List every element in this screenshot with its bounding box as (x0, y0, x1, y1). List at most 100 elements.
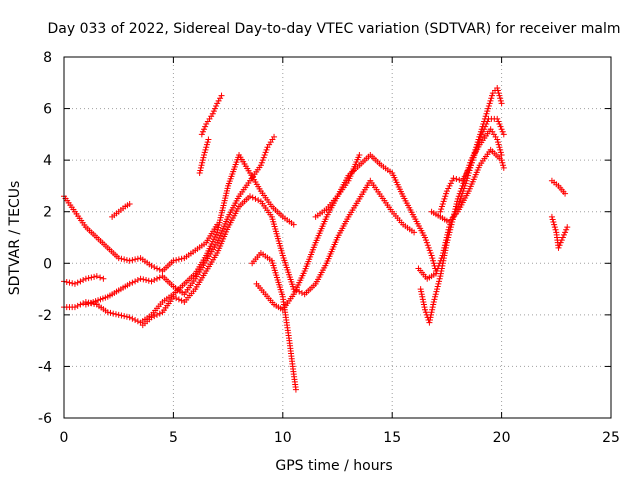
data-point (153, 275, 160, 282)
data-point (213, 102, 220, 109)
data-point (453, 176, 460, 183)
data-point (550, 219, 557, 226)
data-point (500, 131, 507, 138)
data-point (433, 268, 440, 275)
data-point (214, 100, 221, 107)
data-point (204, 139, 211, 146)
data-point (77, 278, 84, 285)
data-point (436, 278, 443, 285)
data-point (472, 149, 479, 156)
data-point (430, 260, 437, 267)
data-point (85, 275, 92, 282)
data-point (563, 226, 570, 233)
series-track-g (198, 92, 225, 138)
data-point (118, 312, 125, 319)
data-point (71, 280, 78, 287)
data-point (217, 95, 224, 102)
data-point (422, 309, 429, 316)
data-point (198, 131, 205, 138)
series-track-l (417, 126, 505, 326)
data-point (443, 234, 450, 241)
data-point (437, 257, 444, 264)
data-point (197, 164, 204, 171)
data-point (474, 144, 481, 151)
series-track-i (249, 249, 299, 393)
data-point (484, 108, 491, 115)
data-point (97, 274, 104, 281)
data-point (500, 162, 507, 169)
data-point (151, 264, 158, 271)
data-point (444, 229, 451, 236)
data-point (173, 295, 180, 302)
data-point (129, 257, 136, 264)
data-point (215, 97, 222, 104)
data-point (499, 159, 506, 166)
data-point (420, 298, 427, 305)
data-point (445, 185, 452, 192)
data-point (428, 252, 435, 259)
series-track-h (196, 136, 212, 177)
data-point (443, 188, 450, 195)
data-point (498, 100, 505, 107)
data-point (80, 277, 87, 284)
data-point (132, 256, 139, 263)
y-tick-label: 2 (43, 205, 52, 221)
data-point (202, 123, 209, 130)
data-point (456, 176, 463, 183)
data-point (443, 190, 450, 197)
data-point (153, 311, 160, 318)
data-point (199, 157, 206, 164)
data-point (497, 97, 504, 104)
data-point (151, 313, 158, 320)
data-point (419, 296, 426, 303)
data-point (426, 319, 433, 326)
data-point (437, 208, 444, 215)
data-point (458, 193, 465, 200)
data-point (430, 257, 437, 264)
data-point (500, 164, 507, 171)
data-point (439, 200, 446, 207)
data-point (440, 247, 447, 254)
data-point (564, 224, 571, 231)
data-point (481, 126, 488, 133)
data-point (461, 182, 468, 189)
series-track-a (61, 273, 107, 287)
data-point (134, 255, 141, 262)
data-point (126, 200, 133, 207)
data-point (434, 265, 441, 272)
data-point (433, 288, 440, 295)
data-point (200, 154, 207, 161)
data-point (411, 229, 418, 236)
data-point (140, 276, 147, 283)
data-point (548, 213, 555, 220)
data-point (148, 278, 155, 285)
data-point (290, 221, 297, 228)
data-point (489, 92, 496, 99)
data-point (74, 279, 81, 286)
plot-frame (63, 56, 612, 419)
data-point (551, 221, 558, 228)
x-tick-label: 25 (602, 430, 620, 446)
data-point (450, 213, 457, 220)
data-point (211, 105, 218, 112)
data-point (259, 157, 266, 164)
data-point (460, 185, 467, 192)
data-point (422, 234, 429, 241)
data-point (426, 317, 433, 324)
data-point (494, 84, 501, 91)
data-point (484, 118, 491, 125)
data-point (450, 175, 457, 182)
data-point (447, 221, 454, 228)
data-point (430, 301, 437, 308)
data-point (91, 273, 98, 280)
data-point (271, 133, 278, 140)
data-point (487, 97, 494, 104)
data-point (427, 314, 434, 321)
data-point (201, 151, 208, 158)
data-point (170, 257, 177, 264)
data-point (497, 149, 504, 156)
data-point (432, 270, 439, 277)
data-point (438, 206, 445, 213)
data-point (496, 144, 503, 151)
data-point (74, 302, 81, 309)
